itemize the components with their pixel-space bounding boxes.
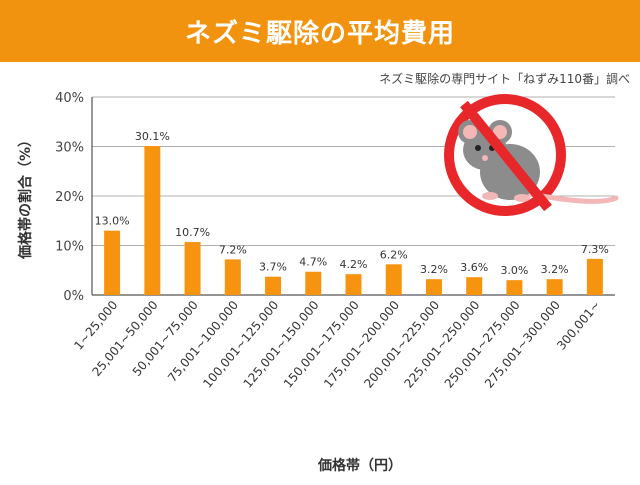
data-label: 10.7% (175, 226, 210, 239)
x-tick-label: 175,001~200,000 (321, 298, 402, 391)
y-tick-label: 10% (55, 240, 84, 255)
data-label: 3.6% (460, 261, 488, 274)
data-label: 4.7% (299, 256, 327, 269)
x-axis: 1~25,00025,001~50,00050,001~75,00075,001… (71, 298, 603, 391)
data-label: 3.2% (541, 263, 569, 276)
data-label: 7.3% (581, 243, 609, 256)
data-label: 13.0% (95, 215, 130, 228)
bar (506, 280, 523, 295)
bar (305, 271, 322, 295)
title-banner: ネズミ駆除の平均費用 (0, 0, 640, 62)
x-axis-title: 価格帯（円） (317, 457, 402, 474)
bar (425, 279, 442, 295)
data-labels: 13.0% 30.1% 10.7% 7.2% 3.7% 4.7% 4.2% 6.2% 3.2% 3… (95, 130, 609, 277)
x-tick-label: 250,001~275,000 (442, 298, 523, 391)
bar (184, 242, 201, 295)
y-tick-label: 40% (55, 91, 84, 106)
data-label: 7.2% (219, 243, 247, 256)
data-label: 6.2% (380, 248, 408, 261)
bar (546, 279, 563, 295)
x-tick-label: 125,001~150,000 (241, 298, 322, 391)
bar (466, 277, 483, 295)
data-label: 4.2% (340, 258, 368, 271)
bar (104, 230, 121, 295)
x-tick-label: 225,001~250,000 (402, 298, 483, 391)
x-tick-label: 150,001~175,000 (281, 298, 362, 391)
bar (385, 264, 402, 295)
page-title: ネズミ駆除の平均費用 (184, 18, 455, 49)
y-tick-label: 0% (63, 289, 84, 304)
bar (586, 258, 603, 295)
data-label: 3.2% (420, 263, 448, 276)
gridlines (92, 96, 615, 296)
bar (265, 276, 282, 295)
y-tick-label: 30% (55, 141, 84, 156)
y-axis: 0% 10% 20% 30% 40% (55, 91, 93, 304)
data-label: 3.0% (500, 264, 528, 277)
bar (345, 274, 362, 295)
x-tick-label: 75,001~100,000 (165, 298, 241, 385)
x-tick-label: 275,001~300,000 (482, 298, 563, 391)
y-tick-label: 20% (55, 190, 84, 205)
data-label: 30.1% (135, 130, 170, 143)
source-note: ネズミ駆除の専門サイト「ねずみ110番」調べ (379, 72, 630, 86)
bar (224, 259, 241, 295)
no-rat-icon (444, 94, 619, 216)
x-tick-label: 100,001~125,000 (200, 298, 281, 391)
bar (144, 146, 161, 295)
bars (104, 146, 603, 295)
x-tick-label: 200,001~225,000 (361, 298, 442, 391)
y-axis-title: 価格帯の割合（%） (17, 133, 34, 260)
data-label: 3.7% (259, 261, 287, 274)
